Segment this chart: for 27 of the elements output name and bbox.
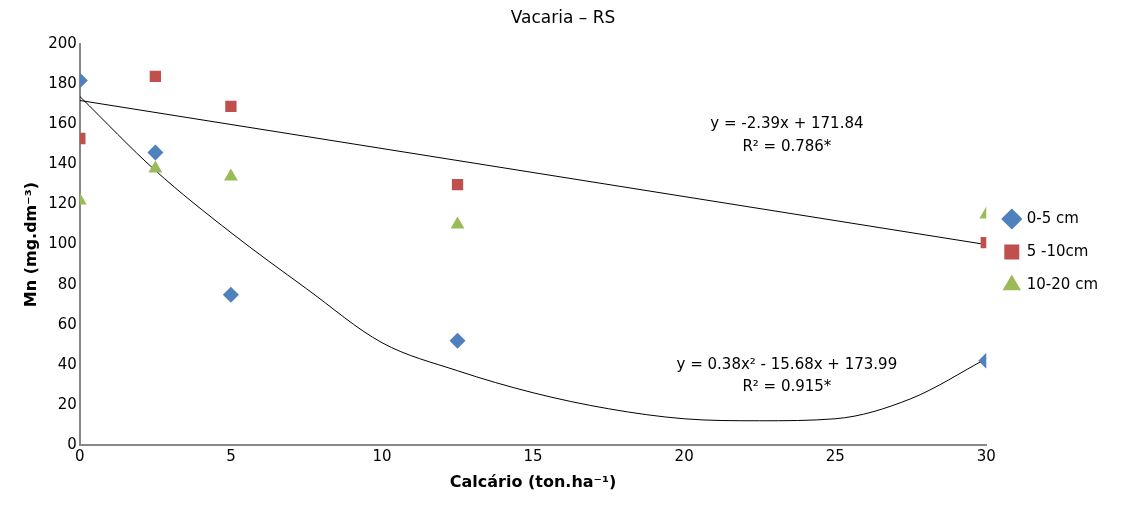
x-tick-label: 30 bbox=[976, 446, 996, 465]
x-tick-label: 25 bbox=[825, 446, 845, 465]
y-tick-label: 20 bbox=[57, 394, 77, 413]
legend-label: 10-20 cm bbox=[1026, 274, 1099, 293]
legend-label: 0-5 cm bbox=[1026, 208, 1079, 227]
y-tick-label: 80 bbox=[57, 274, 77, 293]
y-tick-label: 60 bbox=[57, 314, 77, 333]
x-tick-label: 15 bbox=[523, 446, 543, 465]
x-tick-label: 20 bbox=[674, 446, 694, 465]
y-tick-label: 140 bbox=[48, 154, 77, 173]
x-axis-title: Calcário (ton.ha⁻¹) bbox=[449, 471, 617, 491]
annotation: R² = 0.915* bbox=[742, 377, 832, 396]
legend-label: 5 -10cm bbox=[1026, 241, 1089, 260]
x-tick-label: 5 bbox=[226, 446, 236, 465]
chart-title: Vacaria – RS bbox=[510, 6, 616, 27]
y-tick-label: 200 bbox=[48, 34, 77, 53]
annotation: R² = 0.786* bbox=[742, 137, 832, 156]
x-tick-label: 10 bbox=[372, 446, 392, 465]
y-tick-label: 160 bbox=[48, 114, 77, 133]
y-tick-label: 40 bbox=[57, 354, 77, 373]
y-tick-label: 0 bbox=[67, 434, 77, 453]
annotation: y = 0.38x² - 15.68x + 173.99 bbox=[676, 354, 898, 373]
y-tick-label: 100 bbox=[48, 234, 77, 253]
y-tick-label: 120 bbox=[48, 194, 77, 213]
y-tick-label: 180 bbox=[48, 74, 77, 93]
y-axis-title: Mn (mg.dm⁻³) bbox=[20, 181, 40, 308]
annotation: y = -2.39x + 171.84 bbox=[710, 114, 864, 133]
